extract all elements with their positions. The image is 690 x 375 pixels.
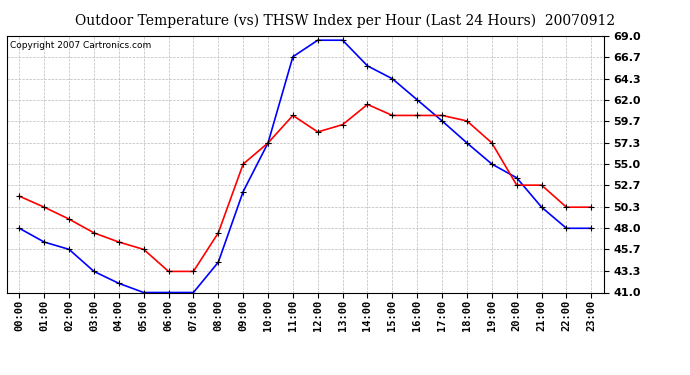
Text: Copyright 2007 Cartronics.com: Copyright 2007 Cartronics.com [10, 41, 151, 50]
Text: Outdoor Temperature (vs) THSW Index per Hour (Last 24 Hours)  20070912: Outdoor Temperature (vs) THSW Index per … [75, 13, 615, 27]
